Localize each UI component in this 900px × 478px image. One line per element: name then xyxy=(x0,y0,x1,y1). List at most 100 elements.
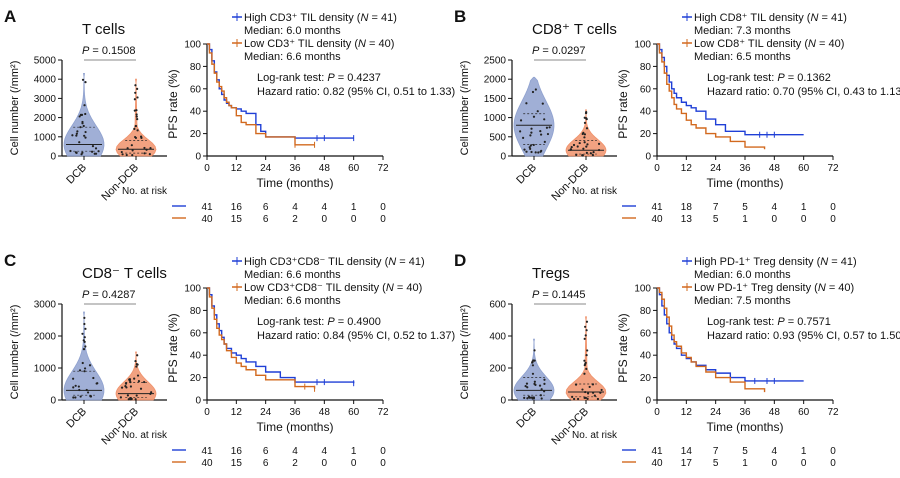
violin-point xyxy=(124,382,128,385)
risk-value-high: 41 xyxy=(201,446,213,457)
p-value-label: P = 0.4287 xyxy=(82,289,136,301)
km-y-tick-label: 0 xyxy=(195,396,201,407)
km-y-tick-label: 20 xyxy=(640,373,652,384)
km-y-tick-label: 0 xyxy=(195,152,201,163)
km-y-tick-label: 40 xyxy=(640,107,652,118)
km-y-label: PFS rate (%) xyxy=(616,313,630,382)
violin-y-label: Cell number (/mm²) xyxy=(9,61,21,156)
violin-point xyxy=(82,348,86,351)
violin-point xyxy=(83,134,86,137)
risk-value-high: 4 xyxy=(772,446,778,457)
violin-point xyxy=(75,134,78,137)
km-x-tick-label: 36 xyxy=(739,407,751,418)
violin-point xyxy=(134,84,137,87)
km-x-label: Time (months) xyxy=(257,176,334,190)
violin-point xyxy=(543,382,546,385)
risk-value-low: 6 xyxy=(263,458,269,469)
violin-point xyxy=(124,384,127,388)
risk-value-high: 16 xyxy=(231,446,243,457)
violin-y-tick-label: 400 xyxy=(489,332,506,343)
km-curve-low xyxy=(657,43,766,150)
risk-value-low: 13 xyxy=(681,214,693,225)
km-x-tick-label: 0 xyxy=(654,163,660,174)
violin-point xyxy=(585,127,589,130)
violin-y-label: Cell number (/mm²) xyxy=(459,61,471,156)
panel-letter: C xyxy=(4,251,16,270)
km-y-tick-label: 100 xyxy=(634,284,651,295)
violin-point xyxy=(526,397,529,400)
risk-value-low: 0 xyxy=(322,214,328,225)
km-x-tick-label: 0 xyxy=(654,407,660,418)
violin-point xyxy=(74,151,78,154)
km-x-tick-label: 24 xyxy=(710,163,722,174)
km-x-tick-label: 24 xyxy=(260,407,272,418)
km-curve-low xyxy=(657,287,766,393)
km-y-tick-label: 40 xyxy=(190,107,202,118)
violin-dcb xyxy=(63,73,105,157)
violin-point xyxy=(76,130,79,133)
risk-value-high: 0 xyxy=(830,202,836,213)
violin-point xyxy=(91,145,95,148)
risk-value-low: 0 xyxy=(322,458,328,469)
violin-y-tick-label: 3000 xyxy=(34,300,57,311)
violin-point xyxy=(134,398,137,401)
violin-point xyxy=(119,396,122,399)
violin-point xyxy=(72,386,75,389)
panel-letter: A xyxy=(4,7,16,26)
risk-value-low: 0 xyxy=(830,214,836,225)
legend-high-label: High CD3⁺CD8⁻ TIL density (N = 41) xyxy=(244,256,425,268)
logrank-label: Log-rank test: P = 0.4237 xyxy=(257,72,381,84)
violin-point xyxy=(80,153,83,156)
km-x-tick-label: 24 xyxy=(260,163,272,174)
violin-point xyxy=(588,385,591,389)
violin-point xyxy=(529,134,532,137)
median-high-label: Median: 6.6 months xyxy=(244,269,341,281)
km-y-label: PFS rate (%) xyxy=(166,69,180,138)
km-x-tick-label: 48 xyxy=(769,163,781,174)
violin-point xyxy=(545,126,549,129)
km-y-label: PFS rate (%) xyxy=(616,69,630,138)
violin-point xyxy=(134,124,138,128)
violin-point xyxy=(81,332,84,335)
violin-y-tick-label: 1000 xyxy=(484,113,507,124)
violin-point xyxy=(585,354,588,357)
legend-high-label: High CD8⁺ TIL density (N = 41) xyxy=(694,12,847,24)
hazard-ratio-label: Hazard ratio: 0.93 (95% CI, 0.57 to 1.50… xyxy=(707,330,900,342)
violin-point xyxy=(530,127,533,130)
violin-point xyxy=(548,126,551,129)
violin-point xyxy=(90,150,94,153)
risk-value-high: 41 xyxy=(651,446,663,457)
violin-point xyxy=(136,354,139,357)
violin-point xyxy=(522,136,525,139)
violin-point xyxy=(78,115,81,118)
p-value-label: P = 0.0297 xyxy=(532,45,586,57)
risk-value-high: 4 xyxy=(322,446,328,457)
violin-point xyxy=(127,398,130,401)
violin-point xyxy=(582,147,585,150)
km-curve-low xyxy=(207,287,316,389)
km-y-tick-label: 40 xyxy=(640,351,652,362)
violin-point xyxy=(79,126,82,129)
risk-value-high: 41 xyxy=(651,202,663,213)
km-y-tick-label: 60 xyxy=(190,328,202,339)
violin-point xyxy=(583,121,587,124)
violin-point xyxy=(92,376,95,380)
violin-point xyxy=(533,359,536,362)
violin-point xyxy=(585,320,589,323)
violin-point xyxy=(572,143,576,147)
violin-title: Tregs xyxy=(532,265,570,282)
violin-point xyxy=(120,150,123,154)
violin-point xyxy=(584,112,588,115)
violin-category-label: DCB xyxy=(64,162,89,187)
violin-point xyxy=(540,388,543,391)
violin-title: CD8⁺ T cells xyxy=(532,21,617,38)
hazard-ratio-label: Hazard ratio: 0.70 (95% CI, 0.43 to 1.13… xyxy=(707,86,900,98)
violin-point xyxy=(529,147,532,150)
risk-value-low: 0 xyxy=(351,458,357,469)
median-low-label: Median: 6.6 months xyxy=(244,295,341,307)
violin-non-dcb xyxy=(115,351,157,401)
violin-point xyxy=(136,374,140,377)
violin-category-label: DCB xyxy=(64,406,89,431)
violin-point xyxy=(578,141,581,145)
risk-value-high: 0 xyxy=(830,446,836,457)
